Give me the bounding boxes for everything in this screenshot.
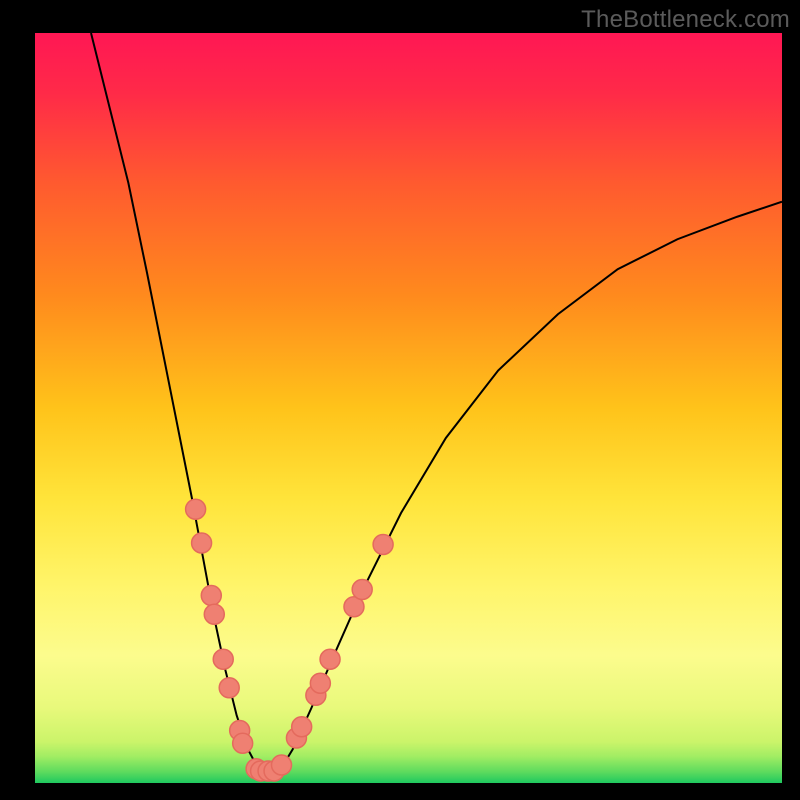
data-marker xyxy=(310,673,330,693)
data-marker xyxy=(186,499,206,519)
chart-frame: TheBottleneck.com xyxy=(0,0,800,800)
bottleneck-curve-chart xyxy=(35,33,782,783)
data-marker xyxy=(352,580,372,600)
gradient-background xyxy=(35,33,782,783)
watermark-text: TheBottleneck.com xyxy=(581,6,790,34)
data-marker xyxy=(204,604,224,624)
data-marker xyxy=(292,717,312,737)
data-marker xyxy=(272,755,292,775)
data-marker xyxy=(320,649,340,669)
data-marker xyxy=(373,535,393,555)
data-marker xyxy=(213,649,233,669)
data-marker xyxy=(201,586,221,606)
data-marker xyxy=(219,678,239,698)
data-marker xyxy=(233,733,253,753)
data-marker xyxy=(192,533,212,553)
